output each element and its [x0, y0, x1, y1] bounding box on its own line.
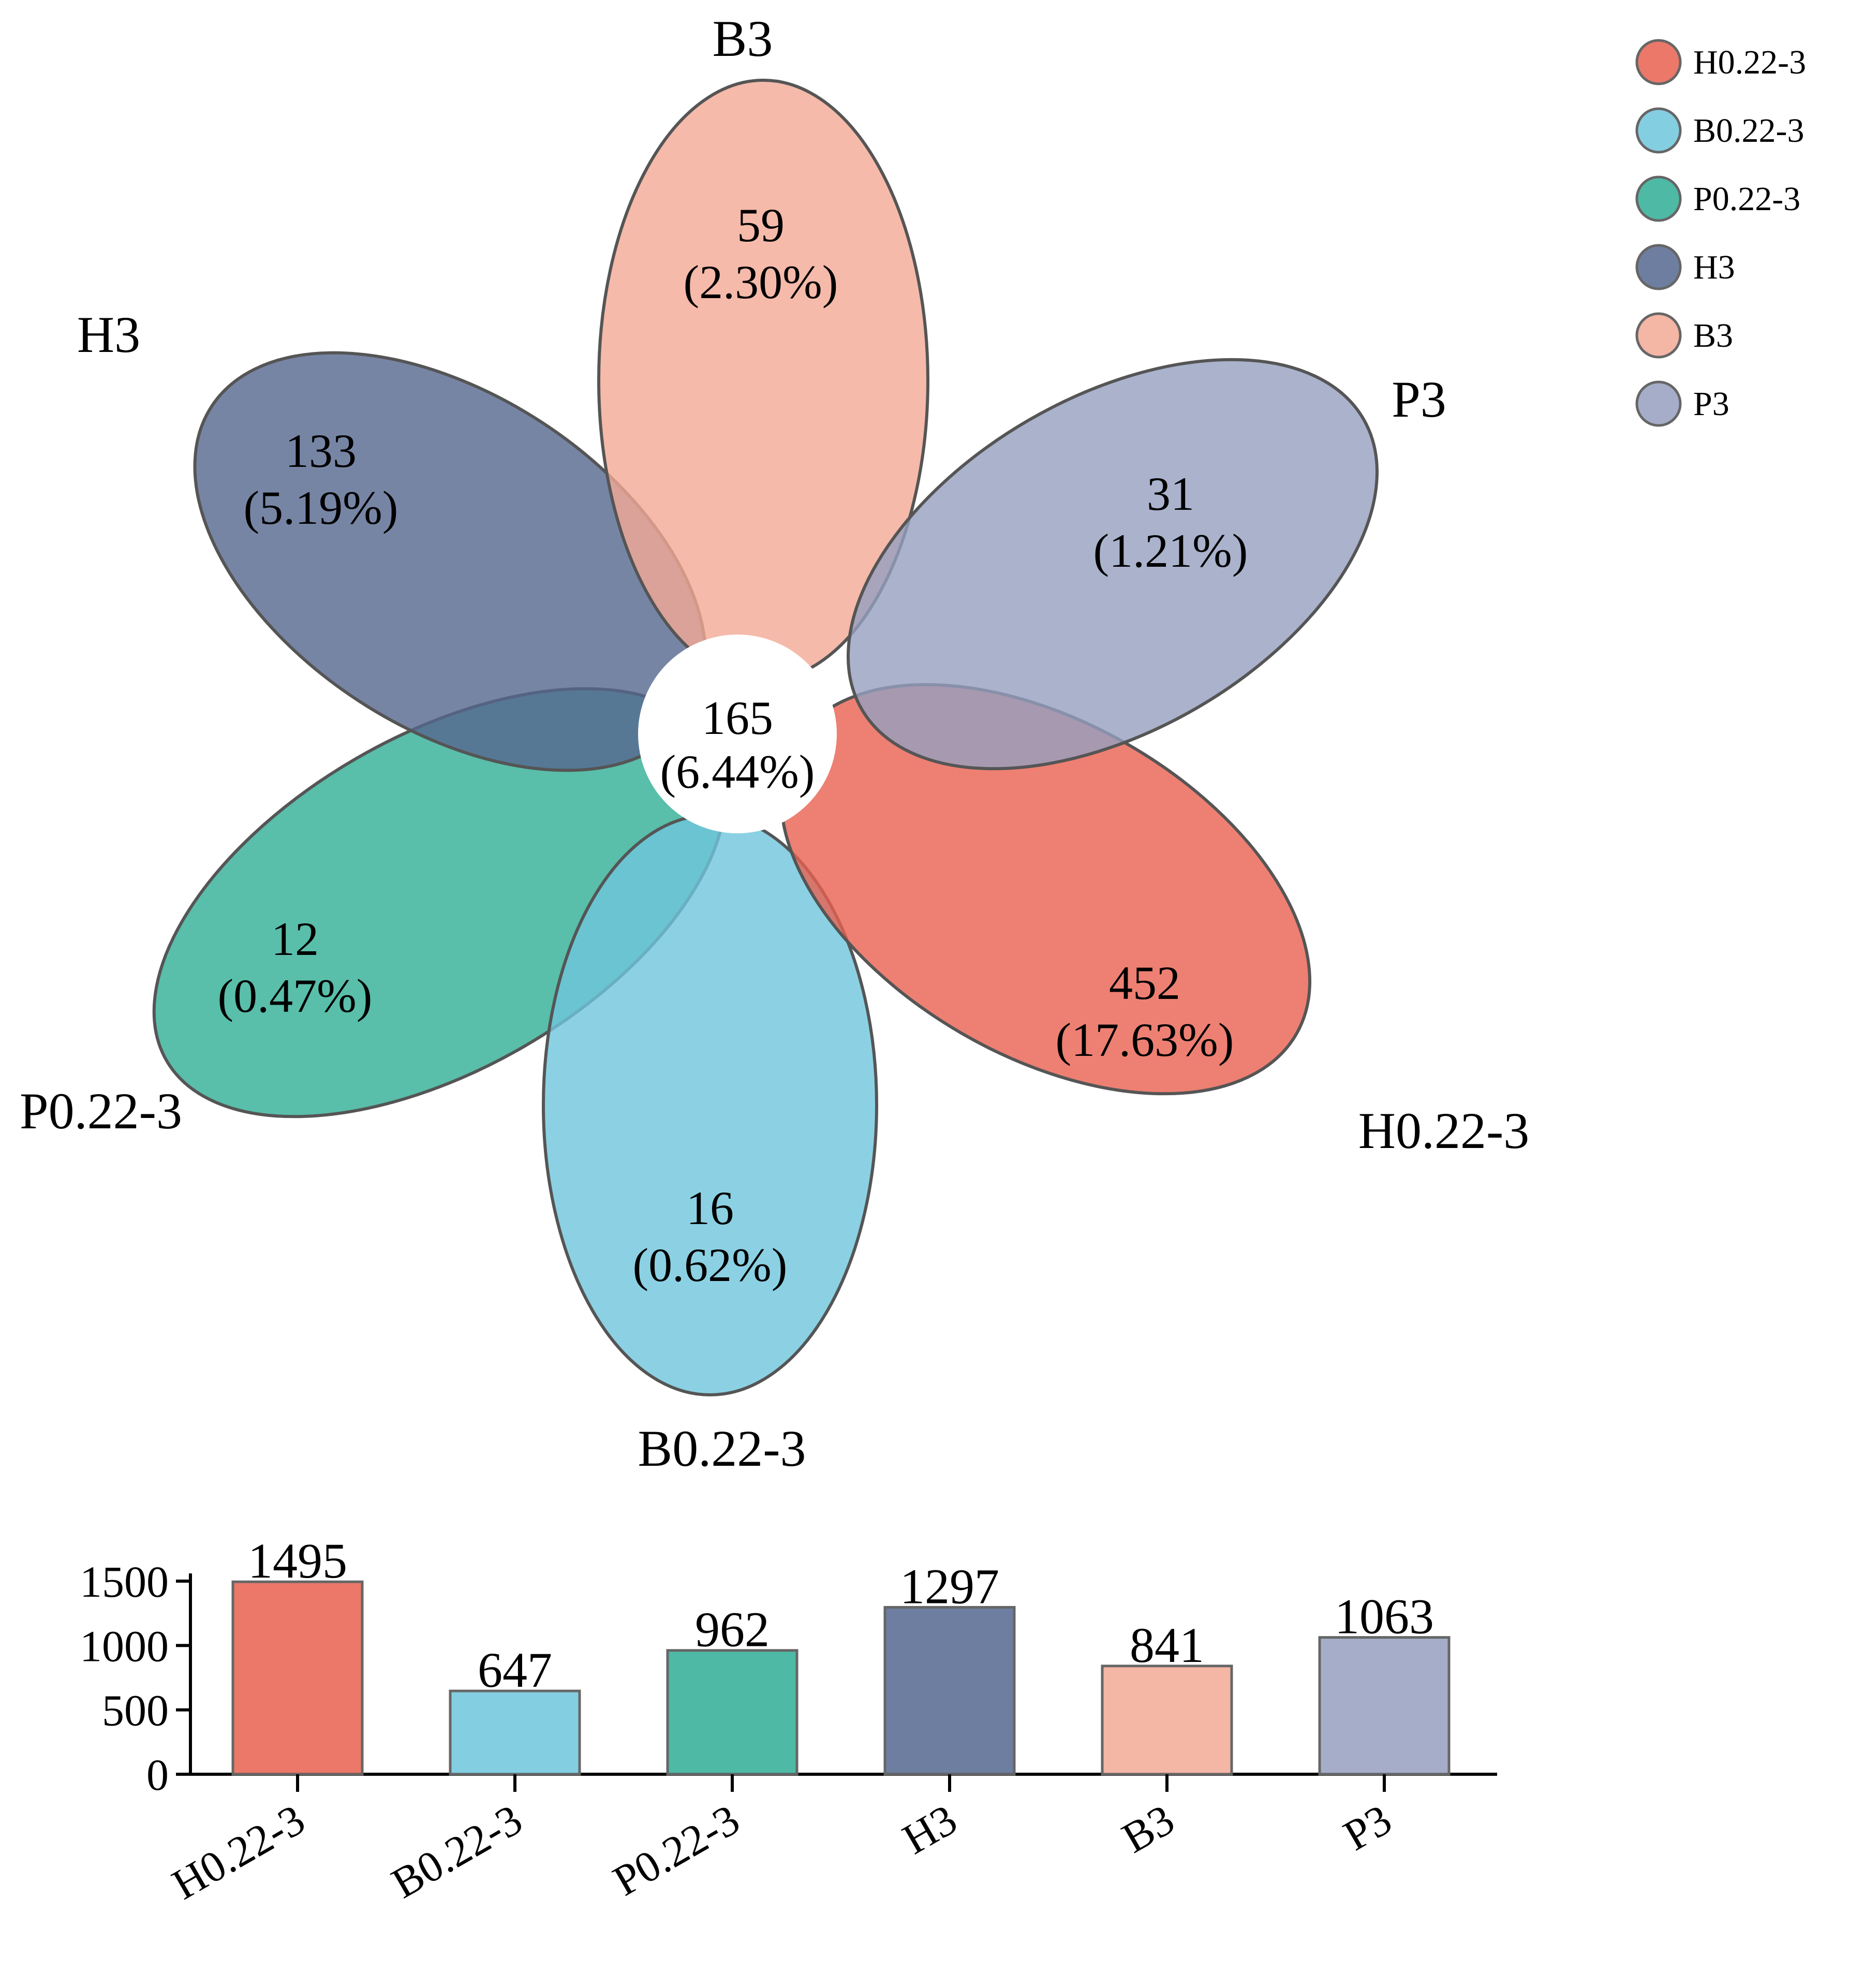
petal-count-p0-22-3: 12	[271, 912, 319, 965]
petal-percent-h0-22-3: (17.63%)	[1056, 1013, 1234, 1066]
bar-value-label: 1495	[248, 1533, 347, 1588]
legend-swatch	[1635, 380, 1682, 427]
y-tick-label: 0	[146, 1750, 169, 1800]
petal-count-p3: 31	[1147, 467, 1194, 520]
x-category-label: H0.22-3	[165, 1795, 313, 1909]
y-tick-label: 500	[102, 1686, 169, 1735]
petal-percent-p3: (1.21%)	[1093, 524, 1248, 577]
x-category-label: P3	[1336, 1795, 1399, 1860]
x-category-label: H3	[895, 1795, 965, 1864]
set-label-p3: P3	[1392, 371, 1446, 428]
petal-count-b3: 59	[737, 199, 785, 252]
legend-swatch	[1635, 39, 1682, 85]
legend-label: B3	[1693, 317, 1733, 355]
bar-value-label: 841	[1130, 1617, 1204, 1673]
bar-value-label: 1063	[1335, 1589, 1434, 1644]
legend-swatch	[1635, 107, 1682, 154]
set-label-p0-22-3: P0.22-3	[20, 1082, 182, 1140]
flower-diagram: 165 (6.44%) 452 (17.63%) 16 (0.62%) 12 (…	[20, 10, 1529, 1477]
bar-p3	[1318, 1636, 1451, 1776]
petal-p3	[847, 358, 1379, 771]
bar-b3	[1101, 1665, 1233, 1776]
bar-value-label: 1297	[900, 1558, 999, 1614]
petal-percent-b3: (2.30%)	[684, 256, 838, 308]
bar-value-label: 647	[478, 1642, 552, 1698]
petal-count-h3: 133	[285, 424, 357, 477]
set-label-b3: B3	[713, 10, 773, 67]
core-count: 165	[702, 691, 773, 744]
legend-label: H3	[1693, 248, 1735, 286]
bar-chart: 1495 647 962 1297 841 1063 0 500 1000 1500 H0.22…	[80, 1533, 1497, 1909]
legend-swatch	[1635, 312, 1682, 359]
y-tick-label: 1000	[80, 1621, 169, 1671]
legend-swatch	[1635, 175, 1682, 222]
x-category-label: B0.22-3	[384, 1795, 530, 1908]
y-tick-label: 1500	[80, 1557, 169, 1607]
petal-count-b0-22-3: 16	[686, 1182, 734, 1234]
set-label-h3: H3	[77, 306, 140, 363]
core-circle	[638, 635, 837, 833]
bar-h3	[883, 1606, 1016, 1776]
petal-percent-b0-22-3: (0.62%)	[633, 1239, 788, 1291]
legend-swatch	[1635, 244, 1682, 290]
legend-label: P3	[1693, 385, 1729, 423]
bar-value-label: 962	[695, 1602, 770, 1657]
bar-h0-22-3	[231, 1580, 364, 1776]
legend-label: P0.22-3	[1693, 180, 1800, 218]
set-label-h0-22-3: H0.22-3	[1358, 1102, 1530, 1159]
x-category-label: P0.22-3	[605, 1795, 748, 1905]
set-label-b0-22-3: B0.22-3	[638, 1420, 806, 1477]
petal-percent-p0-22-3: (0.47%)	[218, 969, 373, 1022]
x-category-label: B3	[1114, 1795, 1182, 1863]
legend-label: H0.22-3	[1693, 43, 1806, 81]
legend: H0.22-3 B0.22-3 P0.22-3 H3 B3 P3	[1635, 39, 1806, 427]
legend-label: B0.22-3	[1693, 112, 1804, 150]
core-percent: (6.44%)	[660, 745, 815, 798]
petal-count-h0-22-3: 452	[1109, 956, 1180, 1009]
petal-percent-h3: (5.19%)	[244, 481, 398, 534]
bar-p0-22-3	[666, 1649, 798, 1776]
bar-b0-22-3	[449, 1689, 581, 1776]
